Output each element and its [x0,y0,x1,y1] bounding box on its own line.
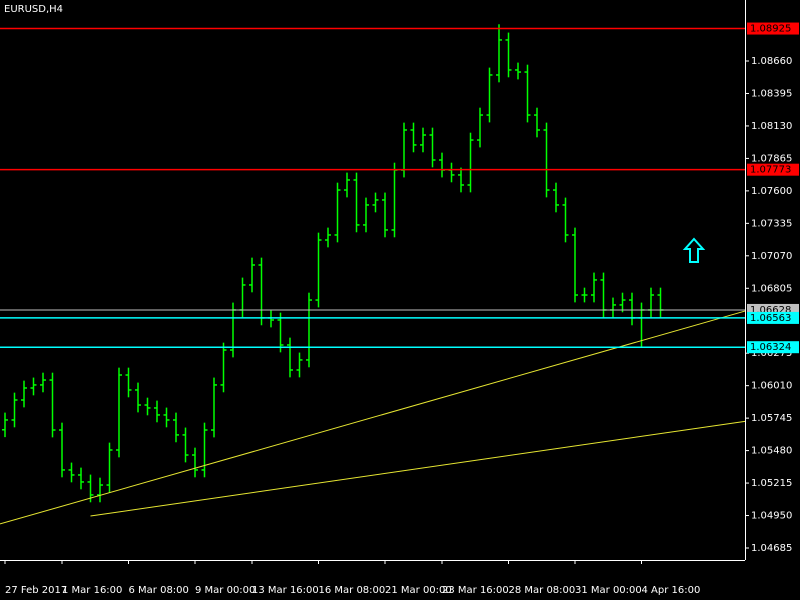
x-tick-label: 23 Mar 16:00 [442,585,509,596]
y-tick-label: 1.04685 [751,543,792,554]
level-box [747,163,799,176]
y-tick-label: 1.05745 [751,413,792,424]
chart-title: EURUSD,H4 [4,4,63,15]
y-tick-label: 1.08660 [751,56,792,67]
x-tick-label: 4 Apr 16:00 [642,585,701,596]
level-label: 1.06324 [750,342,791,353]
y-tick-label: 1.07600 [751,186,792,197]
y-tick-label: 1.05480 [751,446,792,457]
level-box [747,22,799,35]
x-tick-label: 9 Mar 00:00 [195,585,255,596]
plot-area [2,24,664,503]
x-tick-label: 31 Mar 00:00 [575,585,642,596]
x-tick-label: 1 Mar 16:00 [62,585,122,596]
y-tick-label: 1.07335 [751,218,792,229]
x-tick-label: 28 Mar 08:00 [509,585,576,596]
level-box [747,341,799,354]
level-box [747,311,799,324]
y-tick-label: 1.08130 [751,121,792,132]
x-tick-label: 21 Mar 00:00 [385,585,452,596]
current-price-label: 1.06628 [750,305,791,316]
up-arrow-object [682,237,706,263]
y-tick-label: 1.06275 [751,348,792,359]
y-tick-label: 1.07070 [751,251,792,262]
x-tick-label: 16 Mar 08:00 [319,585,386,596]
trendline [90,420,746,517]
y-tick-label: 1.05215 [751,478,792,489]
x-tick-label: 27 Feb 2017 [5,585,67,596]
y-tick-label: 1.04950 [751,511,792,522]
x-tick-label: 6 Mar 08:00 [129,585,189,596]
x-tick-label: 13 Mar 16:00 [252,585,319,596]
y-tick-label: 1.06805 [751,283,792,294]
y-tick-label: 1.07865 [751,153,792,164]
level-label: 1.08925 [750,24,791,35]
level-label: 1.06563 [750,313,791,324]
y-tick-label: 1.08395 [751,88,792,99]
y-tick-label: 1.06010 [751,381,792,392]
level-label: 1.07773 [750,165,791,176]
